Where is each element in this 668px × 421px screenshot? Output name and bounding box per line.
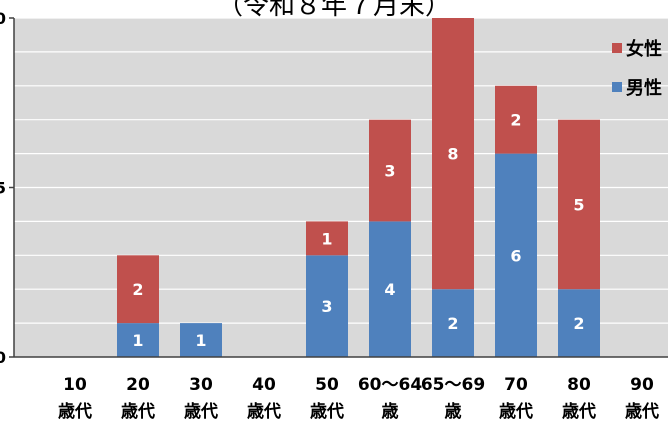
legend-label: 男性 [626,77,662,99]
y-tick-label: 0 [0,348,6,367]
bar-segment-female [558,119,600,290]
data-label: 2 [510,111,521,130]
bar-segment-female [306,221,348,256]
x-axis: 10 歳代 20 歳代 30 歳代 40 歳代 50 歳代 60〜64 歳 65〜69 歳 70 歳代 80 歳代… [14,356,668,421]
y-axis: 0 5 10 [0,9,15,367]
data-label: 1 [195,331,206,350]
bar-segment-male [432,289,474,357]
x-tick-label: 80 [567,375,591,395]
bars [117,18,600,357]
legend-swatch-male [612,82,622,92]
x-tick-label: 歳 [445,401,462,421]
data-label: 1 [321,229,332,248]
legend-swatch-female [612,43,622,53]
x-tick-label: 歳代 [58,401,92,421]
x-tick-label: 歳代 [562,401,596,421]
data-label: 2 [573,314,584,333]
x-tick-label: 70 [504,375,528,395]
bar-segment-female [432,18,474,290]
bar-segment-male [180,323,222,357]
x-tick-label: 30 [189,375,213,395]
x-tick-label: 歳 [382,401,399,421]
data-label: 5 [573,195,584,214]
x-tick-label: 60〜64 [358,375,422,395]
x-tick-label: 10 [63,375,87,395]
bar-segment-female [495,85,537,154]
data-label: 3 [321,297,332,316]
bar-segment-female [117,255,159,324]
x-tick-label: 90 [630,375,654,395]
legend-label: 女性 [626,38,662,60]
y-tick-label: 10 [0,9,6,28]
data-label: 6 [510,246,521,265]
data-label: 2 [132,280,143,299]
x-tick-label: 65〜69 [421,375,485,395]
data-label: 4 [384,280,395,299]
x-tick-label: 歳代 [247,401,281,421]
bar-labels: 1 2 1 3 1 4 3 2 8 6 2 2 5 [132,111,584,350]
data-label: 8 [447,145,458,164]
bar-segment-female [369,119,411,222]
x-tick-label: 歳代 [499,401,533,421]
x-tick-label: 50 [315,375,339,395]
bar-segment-male [117,323,159,357]
x-tick-label: 歳代 [310,401,344,421]
x-tick-label: 40 [252,375,276,395]
x-tick-label: 歳代 [121,401,155,421]
bar-segment-male [495,153,537,357]
y-tick-label: 5 [0,179,6,198]
bar-segment-male [306,255,348,357]
x-tick-label: 20 [126,375,150,395]
x-tick-label: 歳代 [625,401,659,421]
bar-segment-male [558,289,600,357]
data-label: 3 [384,162,395,181]
data-label: 1 [132,331,143,350]
chart-title: （令和８年７月末） [216,0,451,21]
bar-segment-male [369,221,411,357]
x-tick-label: 歳代 [184,401,218,421]
data-label: 2 [447,314,458,333]
